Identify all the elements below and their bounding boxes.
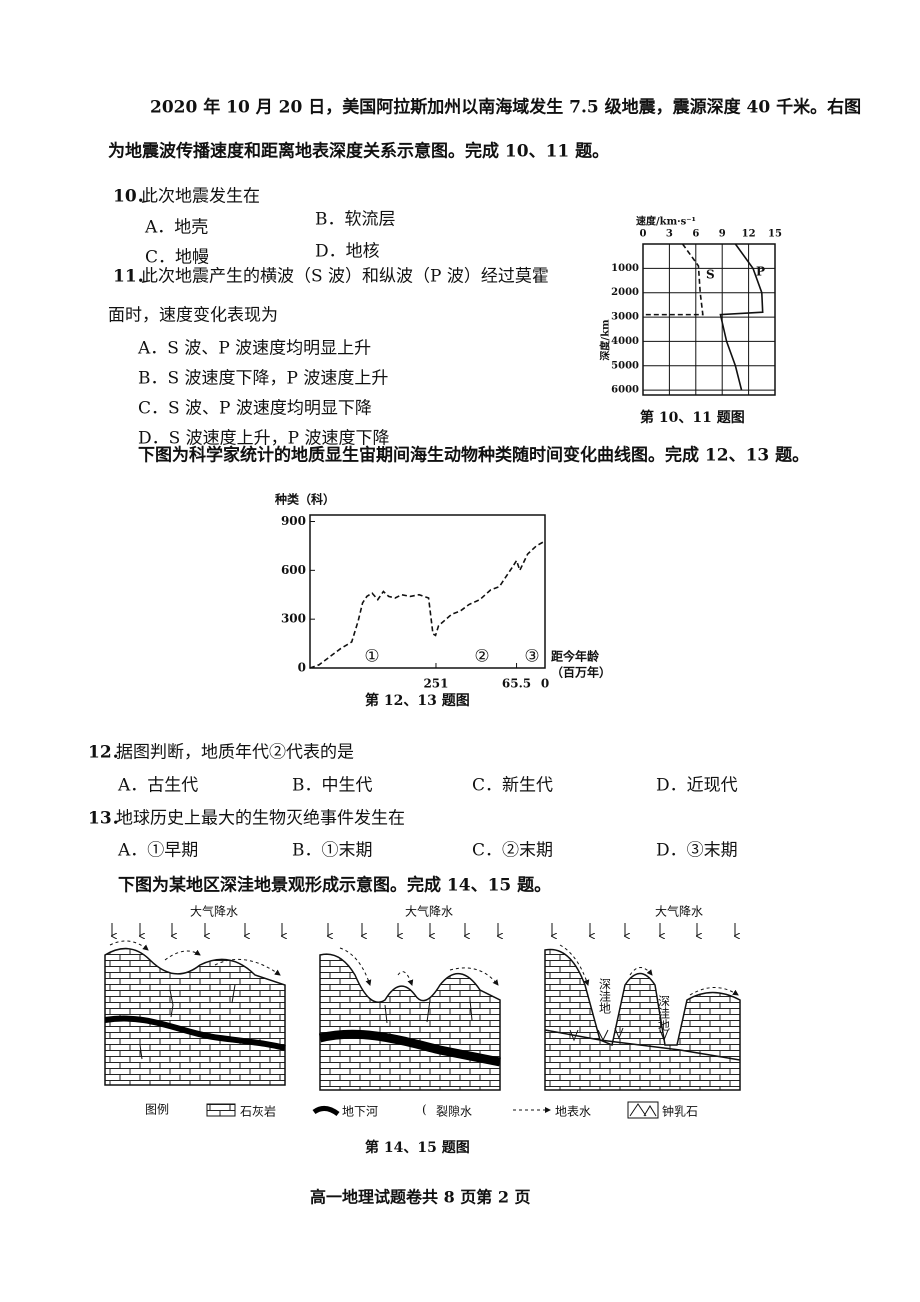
data-line [643, 243, 704, 316]
question-stem: 面时，速度变化表现为 [108, 306, 278, 326]
period-label: ③ [524, 647, 539, 667]
option: B．中生代 [292, 776, 373, 796]
rain-label: 大气降水 [405, 904, 453, 919]
y-tick-label: 3000 [611, 312, 639, 323]
series-label: S [706, 268, 715, 282]
figure-caption: 第 14、15 题图 [365, 1139, 470, 1156]
question-number: 10． [113, 187, 154, 207]
legend-label: 地表水 [555, 1105, 591, 1119]
legend-label: 石灰岩 [240, 1104, 276, 1119]
plot-frame [309, 514, 546, 669]
question-number: 11． [113, 267, 154, 287]
y-tick-label: 300 [281, 612, 306, 626]
x-tick-label: 0 [541, 677, 549, 691]
depression-label: 深洼地 [598, 978, 612, 1014]
intro-line: 为地震波传播速度和距离地表深度关系示意图。完成 10、11 题。 [108, 141, 609, 162]
x-tick-label: 6 [692, 229, 699, 240]
option: D．地核 [315, 242, 380, 262]
option: D．S 波速度上升，P 波速度下降 [138, 429, 390, 449]
option: A．①早期 [117, 841, 198, 861]
legend-icons [206, 1101, 659, 1119]
y-axis-label: 深度/km [599, 319, 612, 361]
y-axis-label: 种类（科） [274, 492, 335, 507]
x-axis-label: 速度/km·s⁻¹ [636, 215, 696, 228]
option: A．S 波、P 波速度均明显上升 [137, 339, 371, 359]
x-axis-label: （百万年） [551, 665, 611, 680]
option: A．古生代 [117, 776, 198, 796]
legend-label: 地下河 [342, 1105, 378, 1119]
option: D．近现代 [656, 776, 738, 796]
data-line [719, 243, 764, 391]
period-label: ② [474, 647, 489, 667]
intro-line: 2020 年 10 月 20 日，美国阿拉斯加州以南海域发生 7.5 级地震，震… [150, 97, 861, 118]
panel-1 [104, 940, 286, 1086]
x-tick-label: 9 [719, 229, 726, 240]
y-tick-label: 6000 [611, 385, 639, 396]
question-stem: 据图判断，地质年代②代表的是 [116, 743, 354, 763]
panel-2 [318, 947, 501, 1091]
legend-icon: ( [422, 1103, 427, 1117]
x-tick-label: 12 [742, 229, 756, 240]
x-tick-label: 0 [640, 229, 647, 240]
y-tick-label: 4000 [611, 336, 639, 347]
y-tick-label: 600 [281, 563, 306, 577]
intro-line: 下图为某地区深洼地景观形成示意图。完成 14、15 题。 [118, 875, 551, 896]
y-tick-label: 0 [298, 661, 306, 675]
intro-line: 下图为科学家统计的地质显生宙期间海生动物种类随时间变化曲线图。完成 12、13 … [138, 445, 809, 466]
option: C．S 波、P 波速度均明显下降 [138, 399, 372, 419]
question-number: 13． [88, 809, 129, 829]
option: C．②末期 [472, 841, 553, 861]
rain-arrows [112, 923, 735, 936]
option: B．S 波速度下降，P 波速度上升 [138, 369, 388, 389]
x-tick-label: 65.5 [502, 677, 531, 691]
y-tick-label: 900 [281, 514, 306, 528]
question-number: 12． [88, 743, 129, 763]
option: A．地壳 [144, 218, 208, 238]
series-label: P [756, 265, 765, 279]
y-tick-label: 2000 [611, 287, 639, 298]
legend-label: 钟乳石 [662, 1104, 698, 1119]
legend-label: 裂隙水 [436, 1105, 472, 1119]
x-axis-label: 距今年龄 [551, 649, 600, 664]
x-tick-label: 3 [666, 229, 673, 240]
x-tick-label: 251 [423, 677, 448, 691]
rain-label: 大气降水 [655, 904, 703, 919]
y-tick-label: 1000 [611, 263, 639, 274]
species-chart: 251 65.5 0 0 300 600 900 种类（科） 距今年龄（百万年） ① ② ③ 第 12、… [274, 492, 611, 710]
option: B．①末期 [292, 841, 373, 861]
legend-title: 图例 [145, 1103, 169, 1117]
page-footer: 高一地理试题卷共 8 页第 2 页 [310, 1188, 531, 1207]
option: C．新生代 [472, 776, 553, 796]
rain-label: 大气降水 [190, 904, 238, 919]
depression-label: 深洼地 [657, 995, 671, 1031]
panel-3 [544, 944, 741, 1091]
period-label: ① [364, 647, 379, 667]
option: D．③末期 [656, 841, 738, 861]
x-tick-label: 15 [768, 229, 782, 240]
y-tick-label: 5000 [611, 360, 639, 371]
figure-caption: 第 10、11 题图 [640, 409, 745, 426]
option: C．地幔 [145, 248, 209, 268]
text-layer: 2020 年 10 月 20 日，美国阿拉斯加州以南海域发生 7.5 级地震，震… [88, 97, 861, 1207]
data-line [309, 540, 546, 669]
question-stem: 地球历史上最大的生物灭绝事件发生在 [116, 809, 405, 829]
question-stem: 此次地震产生的横波（S 波）和纵波（P 波）经过莫霍 [141, 267, 549, 287]
figure-caption: 第 12、13 题图 [365, 692, 470, 709]
option: B．软流层 [315, 210, 396, 230]
karst-diagram [104, 923, 741, 1119]
question-stem: 此次地震发生在 [141, 187, 260, 207]
seismic-chart: 0 3 6 9 12 15 1000 2000 3000 4000 5000 6000 速度/km·s⁻… [599, 215, 782, 427]
